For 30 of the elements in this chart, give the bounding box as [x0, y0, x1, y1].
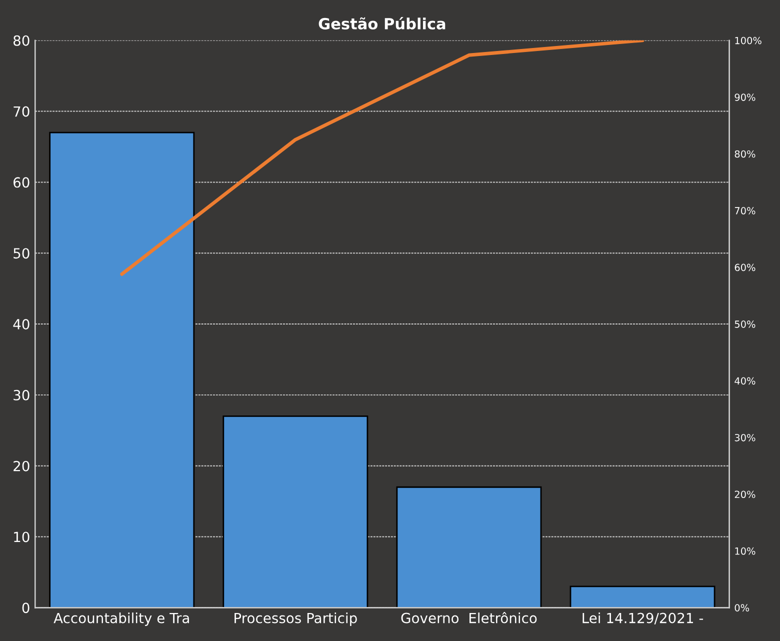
chart-title: Gestão Pública	[318, 17, 446, 30]
y-tick-label: 20	[14, 460, 30, 472]
y-tick-label: 70	[14, 106, 30, 117]
line-series	[120, 40, 644, 276]
y-tick-label: 30	[14, 390, 30, 400]
y-tick-label: 50	[14, 248, 30, 259]
y2-tick-label: 40%	[734, 377, 756, 385]
y2-tick-label: 10%	[735, 547, 756, 555]
x-tick-label: Processos Particip	[234, 612, 357, 626]
bar	[222, 416, 368, 608]
y2-tick-label: 60%	[734, 264, 756, 272]
bar	[49, 132, 195, 608]
y-tick-label: 40	[13, 318, 30, 330]
bar	[396, 486, 542, 608]
y2-tick-label: 20%	[734, 490, 756, 498]
y-tick-label: 60	[14, 177, 30, 188]
x-tick-label: Governo Eletrônico	[401, 612, 537, 624]
bar	[570, 586, 716, 608]
y2-tick-label: 90%	[734, 94, 756, 101]
y-tick-label: 10	[14, 532, 30, 542]
y-tick-label: 80	[14, 35, 30, 46]
y2-tick-label: 0%	[734, 604, 750, 612]
y-tick-label: 0	[22, 602, 30, 614]
y2-tick-label: 50%	[734, 320, 756, 328]
y2-tick-label: 70%	[734, 207, 756, 214]
y2-tick-label: 30%	[734, 434, 756, 442]
x-tick-label: Accountability e Tra	[54, 612, 189, 626]
x-tick-label: Lei 14.129/2021 -	[582, 612, 704, 624]
y2-tick-label: 80%	[734, 150, 756, 158]
y2-tick-label: 100%	[735, 36, 762, 44]
